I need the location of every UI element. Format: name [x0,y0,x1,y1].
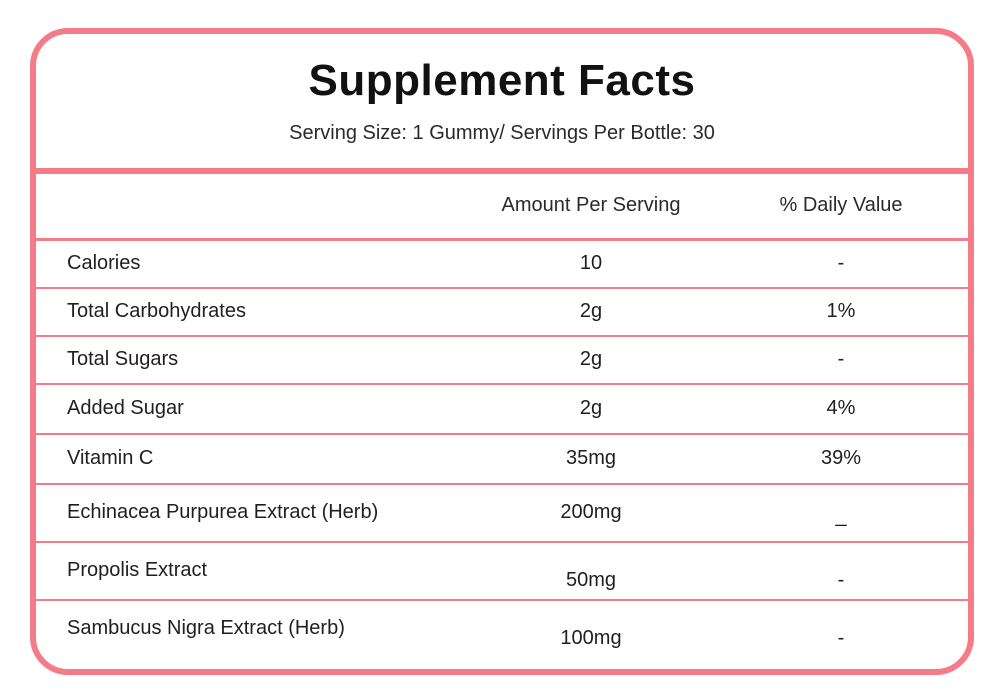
column-header-amount: Amount Per Serving [501,194,681,216]
nutrient-name: Vitamin C [67,447,154,469]
nutrient-daily-value: 39% [820,447,862,469]
nutrient-daily-value: - [837,348,845,370]
nutrient-amount: 10 [579,252,603,274]
nutrient-amount: 2g [579,397,603,419]
nutrient-daily-value: - [837,252,845,274]
nutrient-daily-value: 1% [826,300,856,322]
nutrient-amount: 2g [579,300,603,322]
nutrient-amount: 200mg [560,501,622,523]
supplement-facts-panel: Supplement Facts Serving Size: 1 Gummy/ … [30,28,974,675]
nutrient-name: Echinacea Purpurea Extract (Herb) [67,501,379,523]
nutrient-amount: 2g [579,348,603,370]
table-row: Propolis Extract 50mg - [36,543,968,601]
column-header-daily-value: % Daily Value [779,194,903,216]
nutrient-amount: 50mg [565,569,617,591]
nutrient-daily-value: 4% [826,397,856,419]
nutrient-daily-value: - [837,627,845,649]
nutrient-amount: 100mg [560,627,622,649]
table-row: Sambucus Nigra Extract (Herb) 100mg - [36,601,968,663]
serving-info: Serving Size: 1 Gummy/ Servings Per Bott… [289,122,715,144]
thick-divider [36,168,968,174]
nutrient-daily-value: - [837,569,845,591]
table-row: Total Sugars 2g - [36,337,968,385]
page-title: Supplement Facts [308,56,696,105]
nutrient-daily-value: _ [835,505,847,527]
nutrient-name: Total Carbohydrates [67,300,246,322]
table-row: Calories 10 - [36,241,968,289]
nutrient-name: Added Sugar [67,397,184,419]
nutrient-name: Sambucus Nigra Extract (Herb) [67,617,345,639]
facts-table: Calories 10 - Total Carbohydrates 2g 1% … [36,241,968,663]
header-divider [36,238,968,241]
table-row: Added Sugar 2g 4% [36,385,968,435]
table-row: Echinacea Purpurea Extract (Herb) 200mg … [36,485,968,543]
nutrient-name: Calories [67,252,141,274]
table-row: Vitamin C 35mg 39% [36,435,968,485]
nutrient-name: Total Sugars [67,348,179,370]
nutrient-name: Propolis Extract [67,559,208,581]
facts-header: Supplement Facts Serving Size: 1 Gummy/ … [36,34,968,168]
nutrient-amount: 35mg [565,447,617,469]
table-row: Total Carbohydrates 2g 1% [36,289,968,337]
